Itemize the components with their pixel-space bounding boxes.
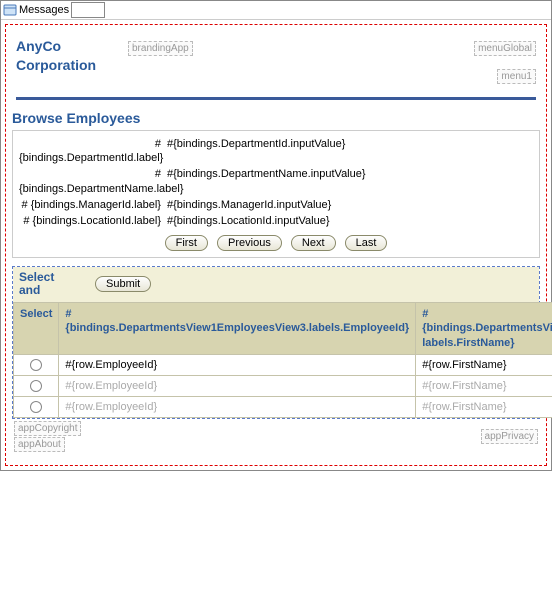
table-row: #{row.EmployeeId} #{row.FirstName} <box>14 376 552 397</box>
table-region: Select and Submit Select # {bindings.Dep… <box>12 266 540 420</box>
section-title: Browse Employees <box>12 110 540 126</box>
content-region: AnyCo Corporation brandingApp menuGlobal… <box>5 24 547 466</box>
table-row: #{row.EmployeeId} #{row.FirstName} <box>14 397 552 418</box>
messages-input[interactable] <box>71 2 105 18</box>
submit-button[interactable]: Submit <box>95 276 151 292</box>
table-header-row: Select # {bindings.DepartmentsView1Emplo… <box>14 303 552 355</box>
app-privacy-placeholder: appPrivacy <box>481 429 538 444</box>
brand-name: AnyCo Corporation <box>16 37 536 75</box>
form-label: # {bindings.LocationId.label} <box>19 214 167 228</box>
table-row: #{row.EmployeeId} #{row.FirstName} <box>14 355 552 376</box>
app-copyright-placeholder: appCopyright <box>14 421 81 436</box>
row-radio[interactable] <box>30 401 42 413</box>
first-button[interactable]: First <box>165 235 208 251</box>
brand-line2: Corporation <box>16 57 96 73</box>
select-bar: Select and Submit <box>13 267 539 303</box>
column-header-firstname[interactable]: # {bindings.DepartmentsView1EmployeesVi … <box>416 303 552 355</box>
form-label: # {bindings.DepartmentName.label} <box>19 167 167 196</box>
form-row: # {bindings.LocationId.label} #{bindings… <box>19 214 533 228</box>
messages-label: Messages <box>19 4 69 16</box>
form-panel: # {bindings.DepartmentId.label} #{bindin… <box>12 130 540 258</box>
messages-icon <box>3 3 17 17</box>
next-button[interactable]: Next <box>291 235 336 251</box>
employees-table: Select # {bindings.DepartmentsView1Emplo… <box>13 302 552 418</box>
form-row: # {bindings.ManagerId.label} #{bindings.… <box>19 198 533 212</box>
form-label: # {bindings.DepartmentId.label} <box>19 137 167 166</box>
form-value: #{bindings.DepartmentName.inputValue} <box>167 167 533 181</box>
form-row: # {bindings.DepartmentName.label} #{bind… <box>19 167 533 196</box>
cell-firstname: #{row.FirstName} <box>416 397 552 418</box>
cell-employeeid: #{row.EmployeeId} <box>59 355 416 376</box>
select-header: Select <box>14 303 59 355</box>
menu1-placeholder: menu1 <box>497 69 536 84</box>
brand-line1: AnyCo <box>16 38 61 54</box>
cell-firstname: #{row.FirstName} <box>416 376 552 397</box>
branding-app-placeholder: brandingApp <box>128 41 193 56</box>
cell-employeeid: #{row.EmployeeId} <box>59 397 416 418</box>
header: AnyCo Corporation brandingApp menuGlobal… <box>12 31 540 108</box>
form-value: #{bindings.DepartmentId.inputValue} <box>167 137 533 151</box>
menu-global-placeholder: menuGlobal <box>474 41 536 56</box>
nav-buttons: First Previous Next Last <box>19 235 533 251</box>
header-divider <box>16 97 536 100</box>
last-button[interactable]: Last <box>345 235 388 251</box>
form-value: #{bindings.LocationId.inputValue} <box>167 214 533 228</box>
row-radio[interactable] <box>30 380 42 392</box>
cell-firstname: #{row.FirstName} <box>416 355 552 376</box>
app-window: Messages AnyCo Corporation brandingApp m… <box>0 0 552 471</box>
row-radio[interactable] <box>30 359 42 371</box>
previous-button[interactable]: Previous <box>217 235 282 251</box>
footer: appCopyright appAbout appPrivacy <box>12 419 540 461</box>
column-header-employeeid[interactable]: # {bindings.DepartmentsView1EmployeesVie… <box>59 303 416 355</box>
select-bar-label: Select and <box>19 271 65 299</box>
app-about-placeholder: appAbout <box>14 437 65 452</box>
form-value: #{bindings.ManagerId.inputValue} <box>167 198 533 212</box>
cell-employeeid: #{row.EmployeeId} <box>59 376 416 397</box>
form-row: # {bindings.DepartmentId.label} #{bindin… <box>19 137 533 166</box>
messages-bar: Messages <box>1 1 551 20</box>
form-label: # {bindings.ManagerId.label} <box>19 198 167 212</box>
